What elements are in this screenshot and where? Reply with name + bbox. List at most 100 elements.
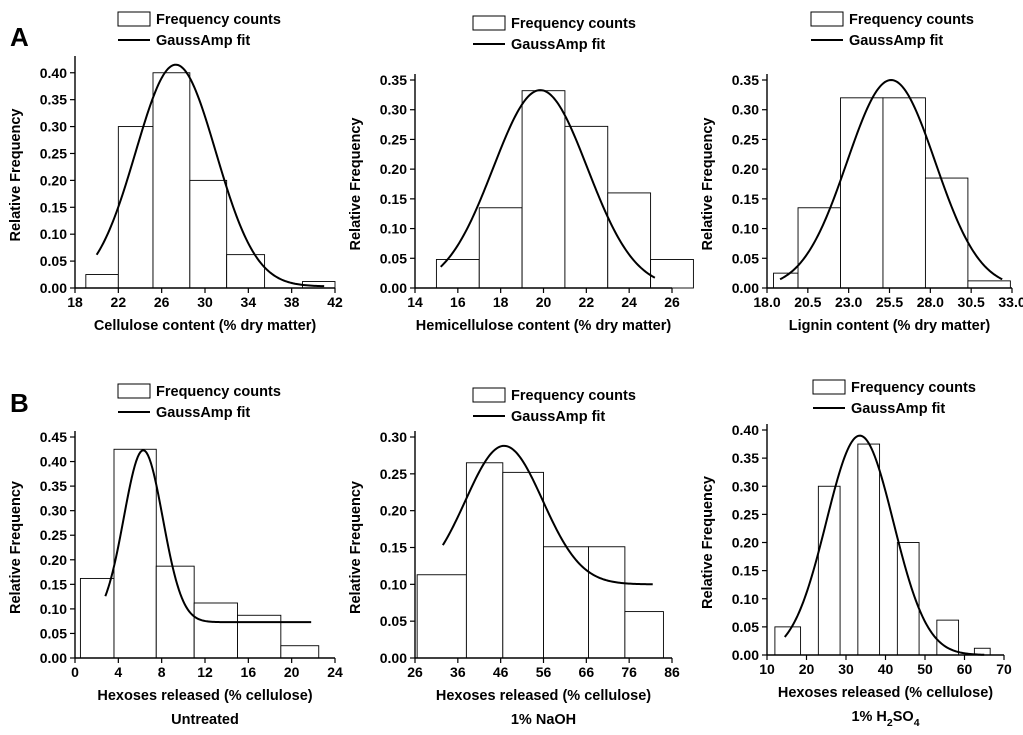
histogram-bar [650,259,694,289]
histogram-bar [543,546,589,659]
y-tick-label: 0.20 [732,535,759,551]
x-tick-label: 18 [493,294,509,310]
x-tick-label: 30 [838,661,854,677]
x-tick-label: 25.5 [876,294,903,310]
y-axis-label: Relative Frequency [348,481,364,614]
histogram-bar [924,177,969,289]
y-tick-label: 0.35 [40,478,67,494]
legend-label-frequency: Frequency counts [851,380,976,396]
x-tick-label: 36 [450,664,466,680]
x-tick-label: 8 [158,664,166,680]
y-tick-label: 0.30 [732,102,759,118]
y-tick-label: 0.05 [380,250,407,266]
y-tick-label: 0.15 [40,576,67,592]
x-axis-label: Hexoses released (% cellulose) [97,688,312,704]
legend-label-fit: GaussAmp fit [511,37,605,53]
y-tick-label: 0.00 [40,280,67,296]
histogram-bar [840,97,884,289]
histogram-bar [502,471,544,659]
legend-label-frequency: Frequency counts [156,384,281,400]
y-tick-label: 0.15 [732,563,759,579]
y-tick-label: 0.05 [380,613,407,629]
x-tick-label: 12 [197,664,213,680]
y-tick-label: 0.00 [380,650,407,666]
histogram-bar [774,626,802,656]
gaussamp-fit-line [779,78,1003,281]
histogram-bar [280,645,320,659]
histogram-bar [85,274,119,289]
x-axis-sublabel: 1% H2SO4 [851,709,919,729]
y-tick-label: 0.25 [40,527,67,543]
y-tick-label: 0.35 [40,92,67,108]
x-axis-sublabel-part: 1% H [851,709,886,725]
histogram-bar [967,280,1011,289]
x-tick-label: 66 [579,664,595,680]
x-tick-label: 20 [799,661,815,677]
histogram-bar [113,448,157,659]
y-tick-label: 0.35 [732,450,759,466]
y-tick-label: 0.10 [40,601,67,617]
gaussamp-fit-line [95,63,325,288]
histogram-bar [797,207,841,289]
gaussamp-fit-line [104,449,312,624]
x-tick-label: 16 [241,664,257,680]
chart-6: 10 20 30 40 50 60 70 0.00 0.05 0.10 0.15 0.20 0.25 0.… [700,379,1012,729]
y-tick-label: 0.00 [380,280,407,296]
y-tick-label: 0.20 [732,161,759,177]
y-tick-label: 0.00 [40,650,67,666]
x-tick-label: 38 [284,294,300,310]
y-tick-label: 0.00 [732,647,759,663]
legend-label-frequency: Frequency counts [511,16,636,32]
legend-label-frequency: Frequency counts [849,12,974,28]
histogram-bar [193,602,238,659]
histogram-bar [882,97,926,289]
x-tick-label: 86 [664,664,680,680]
x-tick-label: 18.0 [753,294,780,310]
y-tick-label: 0.40 [732,422,759,438]
histogram-bar [152,72,191,289]
x-axis-sublabel-part: SO [893,709,914,725]
y-tick-label: 0.05 [40,253,67,269]
panel-label-a: A [10,22,29,52]
legend-label-fit: GaussAmp fit [511,409,605,425]
y-tick-label: 0.30 [40,503,67,519]
x-tick-label: 33.0 [998,294,1023,310]
x-tick-label: 4 [114,664,122,680]
x-tick-label: 76 [621,664,637,680]
panel-label-b: B [10,388,29,418]
y-tick-label: 0.15 [380,191,407,207]
y-tick-label: 0.25 [732,506,759,522]
x-tick-label: 50 [917,661,933,677]
y-tick-label: 0.20 [380,503,407,519]
x-tick-label: 24 [327,664,343,680]
x-tick-label: 34 [241,294,257,310]
histogram-bar [564,125,609,289]
x-tick-label: 14 [407,294,423,310]
x-axis-label: Hemicellulose content (% dry matter) [416,318,672,334]
x-tick-label: 40 [878,661,894,677]
y-tick-label: 0.10 [40,226,67,242]
chart-5: 26 36 46 56 66 76 86 0.00 0.05 0.10 0.15 0.20 0.25 0.… [348,387,680,728]
y-tick-label: 0.35 [380,72,407,88]
legend-swatch-frequency [810,11,844,27]
y-tick-label: 0.15 [732,191,759,207]
y-tick-label: 0.30 [380,102,407,118]
x-tick-label: 26 [154,294,170,310]
x-tick-label: 22 [579,294,595,310]
y-tick-label: 0.25 [40,145,67,161]
y-tick-label: 0.10 [732,591,759,607]
histogram-bar [465,462,504,659]
legend-label-fit: GaussAmp fit [156,33,250,49]
y-tick-label: 0.40 [40,454,67,470]
y-tick-label: 0.15 [40,199,67,215]
y-tick-label: 0.45 [40,429,67,445]
legend-label-fit: GaussAmp fit [851,401,945,417]
legend-swatch-frequency [472,387,506,403]
y-tick-label: 0.10 [380,221,407,237]
legend-label-frequency: Frequency counts [156,12,281,28]
y-tick-label: 0.20 [40,552,67,568]
x-tick-label: 56 [536,664,552,680]
histogram-bar [588,546,626,659]
histogram-bar [607,192,652,289]
